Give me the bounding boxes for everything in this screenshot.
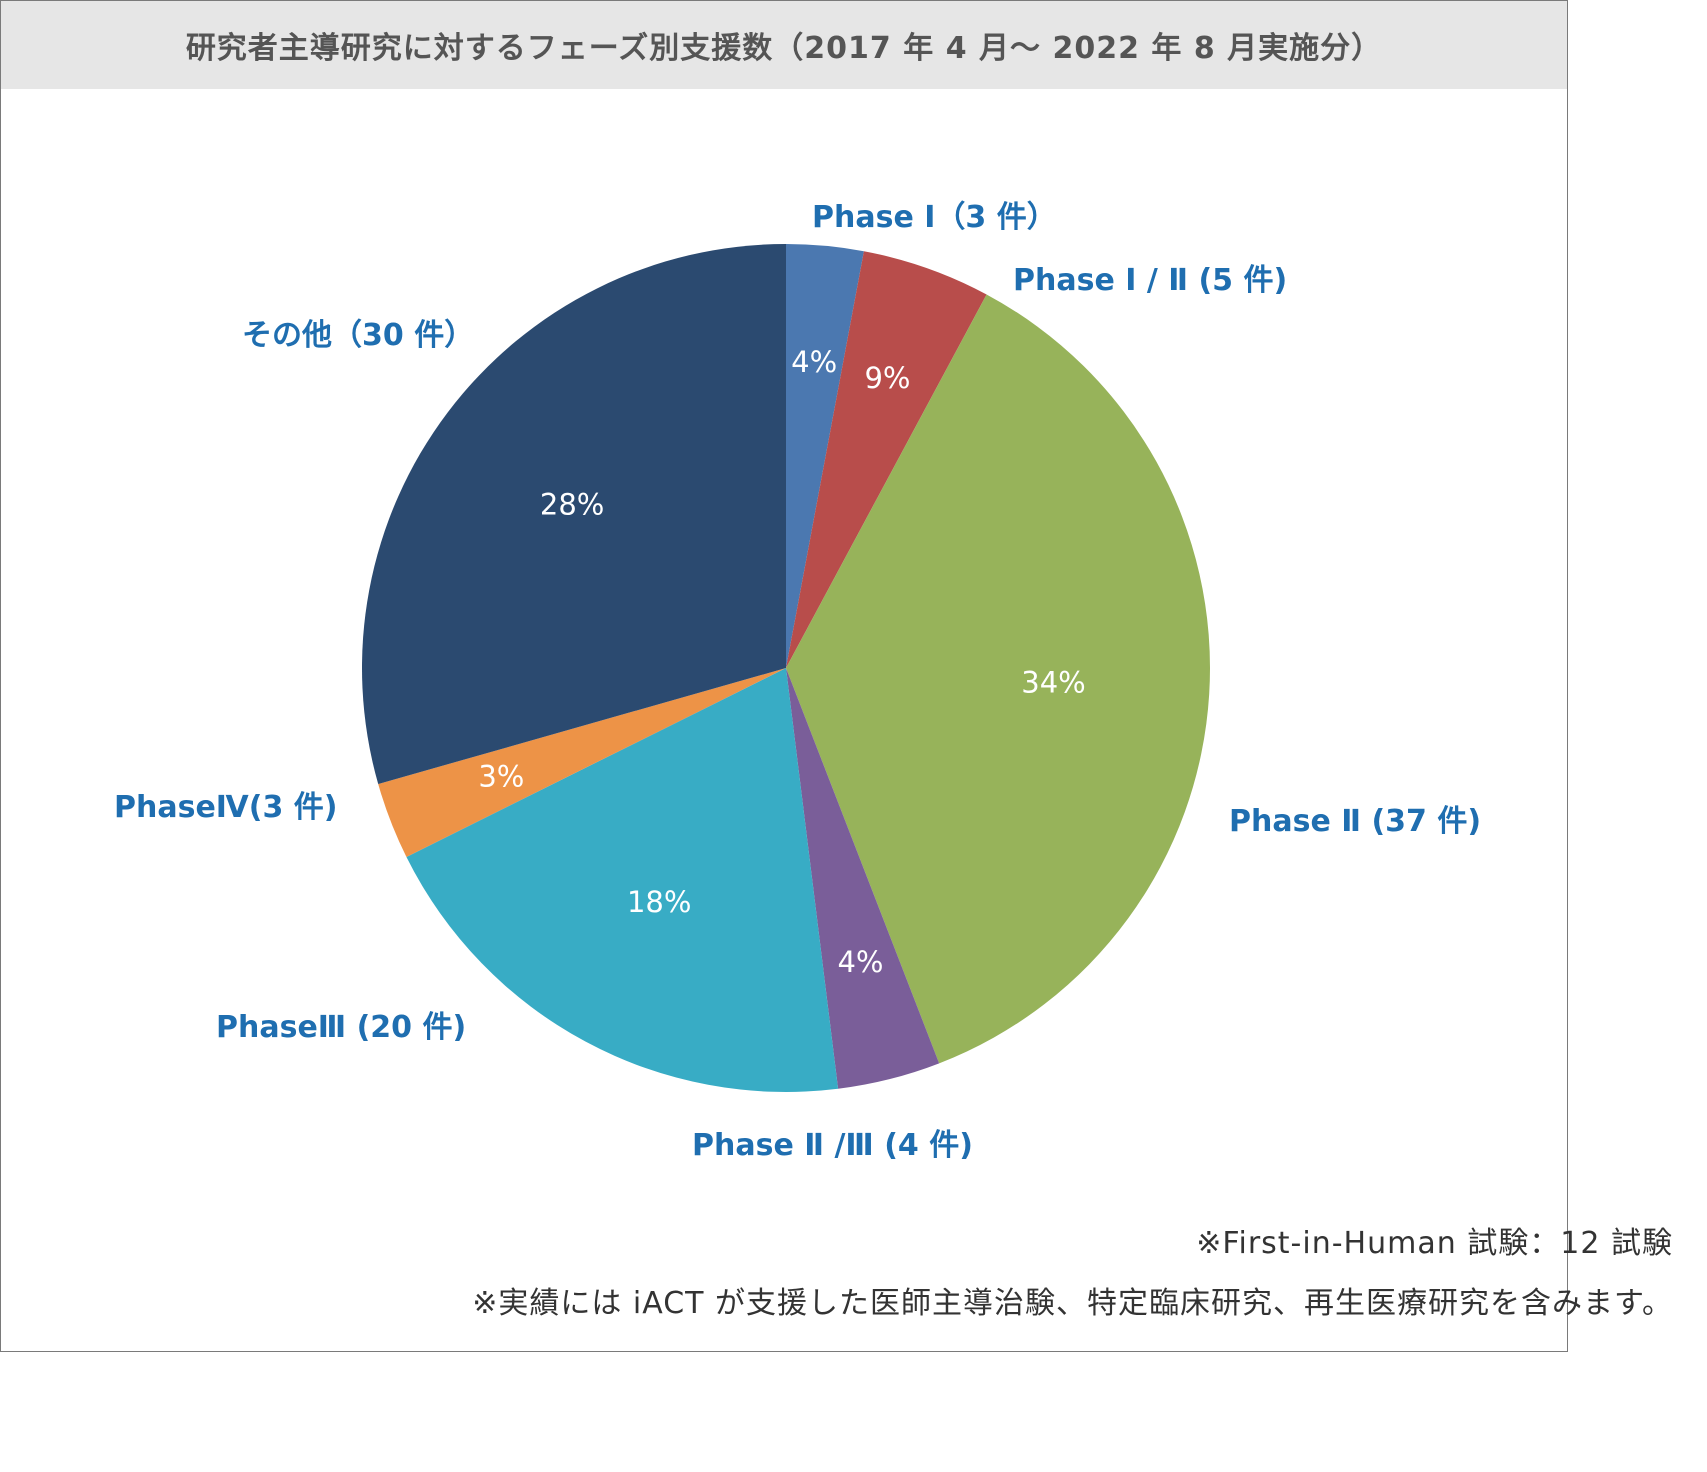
slice-percent-phase1: 4% <box>791 345 837 379</box>
slice-percent-phase1-2: 9% <box>864 361 910 395</box>
pie-slice-other <box>361 244 786 785</box>
note-first-in-human: ※First-in-Human 試験：12 試験 <box>1196 1226 1673 1261</box>
chart-title: 研究者主導研究に対するフェーズ別支援数（2017 年 4 月〜 2022 年 8… <box>185 31 1383 66</box>
note-scope: ※実績には iACT が支援した医師主導治験、特定臨床研究、再生医療研究を含みま… <box>472 1286 1673 1321</box>
pie-slice-phase3 <box>406 668 839 1092</box>
category-label-phase1: Phase Ⅰ（3 件） <box>812 200 1057 235</box>
category-label-phase4: PhaseⅣ(3 件) <box>114 790 338 825</box>
slice-percent-phase2-3: 4% <box>837 945 883 979</box>
category-label-phase2: Phase Ⅱ (37 件) <box>1229 804 1482 839</box>
title-bar <box>1 1 1567 89</box>
slice-percent-phase2: 34% <box>1021 665 1085 699</box>
slice-percent-other: 28% <box>540 487 604 521</box>
category-label-phase2-3: Phase Ⅱ /Ⅲ (4 件) <box>692 1128 973 1163</box>
pie-slice-phase2 <box>786 294 1211 1064</box>
category-label-phase3: PhaseⅢ (20 件) <box>216 1010 467 1045</box>
pie-slice-phase1 <box>786 244 864 668</box>
pie-slice-phase4 <box>378 668 786 857</box>
slice-percent-phase4: 3% <box>478 759 524 793</box>
category-label-phase1-2: Phase Ⅰ / Ⅱ (5 件) <box>1013 263 1288 298</box>
pie-slice-phase1-2 <box>786 251 987 668</box>
pie-chart: 4% 9% 34% 4% 18% 3% 28% <box>361 244 1211 1092</box>
category-label-other: その他（30 件） <box>242 318 475 353</box>
chart-frame: 研究者主導研究に対するフェーズ別支援数（2017 年 4 月〜 2022 年 8… <box>0 0 1568 1352</box>
pie-slice-phase2-3 <box>786 668 940 1089</box>
slice-percent-phase3: 18% <box>627 885 691 919</box>
